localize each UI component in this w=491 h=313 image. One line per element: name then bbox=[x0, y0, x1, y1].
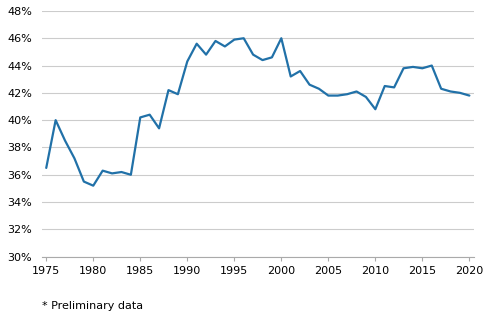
Text: * Preliminary data: * Preliminary data bbox=[42, 301, 143, 311]
